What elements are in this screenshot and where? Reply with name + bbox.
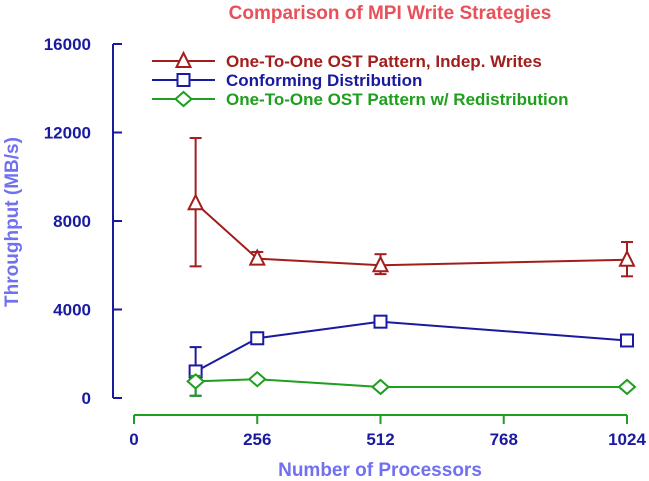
legend-label: One-To-One OST Pattern, Indep. Writes [226, 52, 542, 71]
x-tick-label: 0 [129, 430, 138, 449]
data-point [250, 331, 265, 346]
chart-title: Comparison of MPI Write Strategies [229, 3, 552, 24]
series-line [194, 202, 628, 267]
data-point [248, 248, 266, 266]
series-2 [186, 370, 637, 397]
data-point [370, 378, 391, 396]
data-point [186, 373, 206, 390]
data-point [617, 378, 637, 396]
legend-entry-1: Conforming Distribution [152, 71, 422, 90]
data-point [371, 255, 390, 273]
y-tick-label: 4000 [53, 301, 91, 320]
legend-marker [173, 90, 194, 108]
axes: 0 4000 8000 12000 16000 0 256 512 768 1024 [44, 35, 647, 449]
series-line [195, 320, 628, 373]
y-axis-label: Throughput (MB/s) [2, 137, 23, 307]
data-point [247, 370, 267, 388]
series-0 [187, 137, 636, 278]
legend-entry-2: One-To-One OST Pattern w/ Redistribution [152, 90, 569, 109]
series-line [195, 378, 627, 388]
legend-marker [176, 73, 191, 87]
x-tick-label: 1024 [608, 430, 646, 449]
plot-area [186, 137, 637, 397]
legend-entry-0: One-To-One OST Pattern, Indep. Writes [152, 50, 542, 71]
legend-label: One-To-One OST Pattern w/ Redistribution [226, 90, 569, 109]
y-tick-label: 0 [82, 389, 91, 408]
x-tick-label: 256 [243, 430, 271, 449]
y-tick-label: 12000 [44, 124, 91, 143]
legend: One-To-One OST Pattern, Indep. WritesCon… [152, 50, 569, 109]
data-point [618, 249, 636, 267]
data-point [373, 314, 388, 329]
x-tick-label: 768 [490, 430, 518, 449]
data-point [187, 193, 205, 211]
x-tick-label: 512 [366, 430, 394, 449]
y-tick-label: 16000 [44, 35, 91, 54]
data-point [620, 333, 634, 348]
legend-label: Conforming Distribution [226, 71, 422, 90]
legend-marker [174, 50, 193, 68]
y-tick-label: 8000 [53, 212, 91, 231]
x-axis-label: Number of Processors [278, 460, 482, 481]
